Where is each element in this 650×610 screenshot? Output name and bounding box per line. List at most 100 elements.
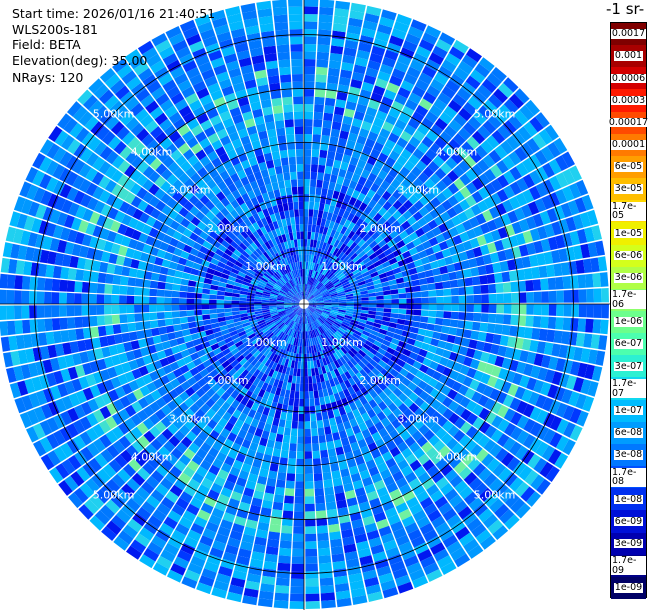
ppi-gate-cell	[305, 308, 308, 317]
range-ring-label: 4.00km	[131, 146, 173, 159]
ppi-gate-cell	[343, 317, 352, 322]
ppi-gate-cell	[187, 154, 199, 167]
ppi-gate-cell	[255, 315, 264, 320]
ppi-gate-cell	[451, 295, 459, 304]
ppi-gate-cell	[113, 233, 124, 245]
ppi-gate-cell	[293, 286, 298, 294]
ppi-gate-cell	[257, 521, 270, 532]
ppi-gate-cell	[313, 290, 320, 297]
ppi-gate-cell	[262, 406, 270, 416]
ppi-gate-cell	[209, 309, 217, 314]
ppi-gate-cell	[354, 57, 369, 67]
ppi-gate-cell	[116, 509, 131, 524]
ppi-gate-cell	[503, 293, 512, 303]
ppi-gate-cell	[479, 322, 488, 332]
ppi-gate-cell	[172, 39, 188, 53]
ppi-gate-cell	[192, 106, 206, 118]
ppi-gate-cell	[149, 296, 157, 304]
ppi-gate-cell	[69, 122, 84, 138]
ppi-gate-cell	[228, 415, 238, 426]
ppi-gate-cell	[274, 441, 283, 450]
ppi-gate-cell	[574, 197, 587, 213]
ppi-gate-cell	[380, 579, 396, 591]
ppi-gate-cell	[388, 392, 398, 402]
ppi-gate-cell	[350, 347, 358, 355]
ppi-gate-cell	[448, 327, 458, 336]
ppi-gate-cell	[516, 269, 526, 281]
ppi-gate-cell	[234, 282, 243, 288]
ppi-gate-cell	[197, 167, 208, 178]
ppi-gate-cell	[398, 403, 409, 414]
ppi-gate-cell	[337, 293, 346, 297]
ppi-gate-cell	[418, 234, 429, 244]
ppi-gate-cell	[309, 186, 316, 195]
ppi-gate-cell	[304, 239, 308, 247]
ppi-gate-cell	[297, 436, 304, 444]
ppi-gate-cell	[385, 546, 400, 558]
ppi-gate-cell	[435, 38, 452, 53]
ppi-gate-cell	[578, 304, 587, 318]
ppi-gate-cell	[36, 291, 45, 304]
ppi-gate-cell	[278, 464, 287, 474]
ppi-gate-cell	[298, 316, 302, 324]
ppi-gate-cell	[269, 296, 278, 300]
ppi-gate-cell	[243, 324, 252, 331]
ppi-gate-cell	[457, 278, 466, 287]
ppi-gate-cell	[419, 98, 433, 111]
ppi-gate-cell	[369, 359, 378, 368]
ppi-gate-cell	[285, 295, 293, 299]
ppi-gate-cell	[117, 373, 129, 386]
ppi-gate-cell	[215, 163, 226, 174]
ppi-gate-cell	[399, 166, 411, 178]
ppi-gate-cell	[171, 447, 183, 460]
colorbar-tick-label: 3e-07	[613, 360, 644, 372]
ppi-gate-cell	[418, 250, 428, 259]
ppi-gate-cell	[105, 416, 118, 430]
ppi-gate-cell	[130, 426, 143, 440]
ppi-gate-cell	[122, 524, 138, 539]
ppi-gate-cell	[209, 547, 224, 559]
ppi-gate-cell	[21, 305, 30, 319]
ppi-gate-cell	[474, 145, 488, 159]
ppi-gate-cell	[324, 321, 332, 328]
ppi-gate-cell	[315, 307, 323, 312]
ppi-gate-cell	[220, 391, 231, 402]
ppi-gate-cell	[96, 315, 106, 326]
ppi-gate-cell	[245, 258, 254, 266]
ppi-gate-cell	[249, 266, 258, 273]
ppi-gate-cell	[510, 498, 526, 514]
ppi-gate-cell	[308, 296, 315, 302]
ppi-gate-cell	[503, 98, 519, 114]
ppi-gate-cell	[397, 313, 406, 320]
ppi-gate-cell	[279, 290, 287, 295]
ppi-gate-cell	[439, 32, 456, 46]
ppi-gate-cell	[345, 427, 355, 437]
ppi-gate-cell	[238, 470, 250, 480]
ppi-gate-cell	[414, 542, 429, 555]
ppi-gate-cell	[99, 110, 114, 125]
ppi-gate-cell	[137, 200, 149, 212]
ppi-gate-cell	[489, 498, 504, 513]
ppi-gate-cell	[239, 242, 248, 251]
ppi-gate-cell	[323, 268, 329, 276]
ppi-gate-cell	[304, 224, 308, 232]
ppi-gate-cell	[270, 516, 282, 526]
ppi-gate-cell	[373, 340, 382, 348]
ppi-gate-cell	[405, 453, 418, 465]
ppi-gate-cell	[304, 261, 306, 269]
ppi-gate-cell	[263, 272, 271, 279]
ppi-gate-cell	[308, 297, 315, 302]
ppi-gate-cell	[195, 387, 206, 398]
ppi-gate-cell	[312, 383, 318, 391]
ppi-gate-cell	[314, 96, 325, 105]
ppi-gate-cell	[305, 269, 308, 277]
ppi-gate-cell	[265, 284, 273, 290]
ppi-gate-cell	[583, 333, 593, 348]
ppi-gate-cell	[104, 95, 119, 110]
ppi-gate-cell	[358, 501, 371, 512]
ppi-gate-cell	[292, 306, 300, 311]
ppi-gate-cell	[220, 487, 233, 498]
ppi-gate-cell	[317, 233, 323, 242]
ppi-gate-cell	[234, 435, 244, 446]
ppi-gate-cell	[14, 290, 22, 304]
